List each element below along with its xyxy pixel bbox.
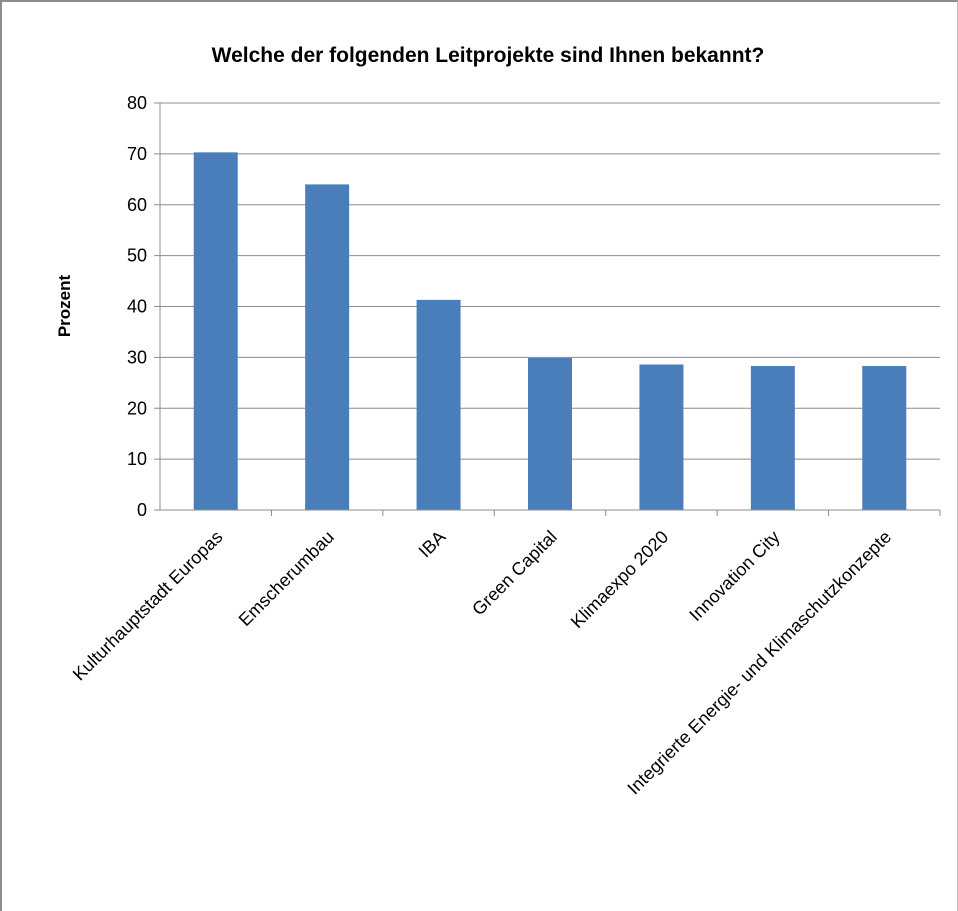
bar bbox=[416, 299, 461, 510]
x-tick-label: Green Capital bbox=[468, 527, 561, 620]
y-tick-label: 70 bbox=[127, 144, 147, 164]
x-tick-label: Integrierte Energie- und Klimaschutzkonz… bbox=[623, 527, 895, 799]
y-tick-label: 20 bbox=[127, 398, 147, 418]
bar bbox=[305, 184, 350, 510]
bar bbox=[639, 364, 684, 510]
y-tick-label: 30 bbox=[127, 347, 147, 367]
x-tick-label: Innovation City bbox=[685, 527, 783, 625]
chart-title: Welche der folgenden Leitprojekte sind I… bbox=[212, 44, 765, 67]
bar bbox=[193, 152, 238, 510]
bar bbox=[528, 357, 572, 510]
x-tick-label: Kulturhauptstadt Europas bbox=[69, 527, 227, 685]
x-tick-label: Klimaexpo 2020 bbox=[567, 527, 672, 632]
y-tick-label: 50 bbox=[127, 246, 147, 266]
bar bbox=[862, 366, 907, 510]
y-tick-label: 0 bbox=[137, 500, 147, 520]
y-axis-label: Prozent bbox=[55, 274, 74, 337]
y-tick-label: 10 bbox=[127, 449, 147, 469]
x-tick-label: IBA bbox=[415, 527, 450, 562]
y-tick-label: 80 bbox=[127, 93, 147, 113]
bar bbox=[750, 366, 795, 510]
y-tick-label: 60 bbox=[127, 195, 147, 215]
x-tick-label: Emscherumbau bbox=[235, 527, 338, 630]
y-tick-label: 40 bbox=[127, 297, 147, 317]
